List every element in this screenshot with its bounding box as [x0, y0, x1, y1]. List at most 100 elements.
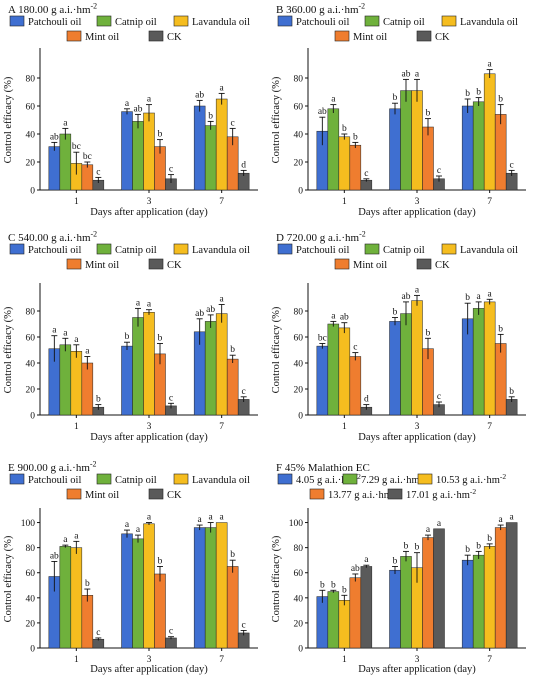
significance-letter: b [158, 556, 163, 566]
significance-letter: b [476, 541, 481, 551]
panel-title: B 360.00 g a.i.·hm-2 [276, 2, 365, 16]
significance-letter: b [158, 334, 163, 344]
legend-label: Catnip oil [115, 17, 157, 28]
significance-letter: b [230, 550, 235, 560]
y-tick-label: 20 [26, 386, 36, 396]
significance-letter: a [125, 99, 130, 109]
x-tick-label: 3 [415, 422, 420, 432]
legend-swatch [309, 488, 325, 500]
significance-letter: a [209, 513, 214, 523]
x-tick-label: 3 [147, 655, 152, 665]
significance-letter: a [426, 525, 431, 535]
bar [81, 595, 94, 649]
legend-swatch [66, 488, 82, 500]
x-tick-label: 1 [74, 422, 79, 432]
x-tick-label: 7 [219, 422, 224, 432]
significance-letter: b [320, 580, 325, 590]
legend-label: Lavandula oil [460, 245, 518, 256]
legend-swatch [441, 243, 457, 255]
significance-letter: a [220, 295, 225, 305]
significance-letter: a [220, 513, 225, 523]
significance-letter: a [63, 328, 68, 338]
significance-letter: a [198, 515, 203, 525]
significance-letter: c [510, 160, 514, 170]
significance-letter: b [96, 395, 101, 405]
significance-letter: b [476, 88, 481, 98]
significance-letter: a [437, 519, 442, 529]
legend-label: Lavandula oil [192, 245, 250, 256]
bar [461, 105, 474, 191]
bar [389, 569, 401, 649]
bar [349, 144, 362, 191]
legend-swatch [148, 488, 164, 500]
x-tick-label: 1 [342, 655, 347, 665]
x-axis-label: Days after application (day) [90, 207, 208, 218]
panel-title: C 540.00 g a.i.·hm-2 [8, 230, 97, 244]
y-tick-label: 0 [298, 645, 303, 655]
significance-letter: a [136, 525, 141, 535]
significance-letter: a [52, 326, 57, 336]
significance-letter: b [208, 111, 213, 121]
bar [327, 108, 340, 191]
x-tick-label: 7 [487, 655, 492, 665]
significance-letter: ab [134, 104, 143, 114]
significance-letter: b [426, 109, 431, 119]
y-tick-label: 80 [26, 75, 36, 85]
y-tick-label: 40 [26, 594, 36, 604]
significance-letter: c [231, 118, 235, 128]
legend-swatch [9, 15, 25, 27]
legend-label: Patchouli oil [28, 17, 81, 28]
legend-swatch [416, 258, 432, 270]
y-tick-label: 20 [294, 386, 304, 396]
significance-letter: a [125, 520, 130, 530]
significance-letter: b [465, 293, 470, 303]
legend-swatch [173, 243, 189, 255]
legend-label: Patchouli oil [296, 17, 349, 28]
bar [132, 121, 144, 191]
legend-swatch [66, 258, 82, 270]
bar [472, 101, 485, 191]
significance-letter: ab [50, 132, 59, 142]
bar [338, 136, 351, 191]
bar [70, 351, 83, 416]
bar [193, 527, 206, 649]
x-tick-label: 7 [219, 197, 224, 207]
bar [338, 327, 351, 416]
bar [215, 522, 228, 649]
significance-letter: a [74, 531, 79, 541]
panel-title: F 45% Malathion EC [276, 462, 370, 474]
legend-swatch [96, 15, 112, 27]
legend-swatch [387, 488, 403, 500]
bar [59, 546, 72, 649]
bar [327, 323, 340, 416]
significance-letter: a [331, 311, 336, 321]
bar [48, 146, 61, 191]
bar [389, 321, 401, 416]
bar [472, 308, 485, 416]
legend-label: 7.29 g a.i.·hm-2 [361, 472, 426, 486]
bar [411, 300, 423, 416]
significance-letter: ab [195, 309, 204, 319]
y-tick-label: 60 [26, 103, 36, 113]
bar [204, 125, 217, 191]
significance-letter: ab [195, 90, 204, 100]
legend-label: CK [167, 490, 182, 501]
legend-swatch [342, 473, 358, 485]
significance-letter: a [510, 513, 515, 523]
significance-letter: a [74, 335, 79, 345]
bar [327, 591, 340, 649]
legend-swatch [277, 243, 293, 255]
significance-letter: b [342, 585, 347, 595]
bar [121, 533, 133, 649]
y-tick-label: 20 [294, 159, 304, 169]
x-tick-label: 1 [74, 655, 79, 665]
y-tick-label: 60 [26, 569, 36, 579]
y-tick-label: 80 [26, 544, 36, 554]
y-tick-label: 60 [294, 103, 304, 113]
significance-letter: c [169, 393, 173, 403]
significance-letter: ab [402, 69, 411, 79]
significance-letter: b [465, 545, 470, 555]
legend-label: CK [435, 260, 450, 271]
